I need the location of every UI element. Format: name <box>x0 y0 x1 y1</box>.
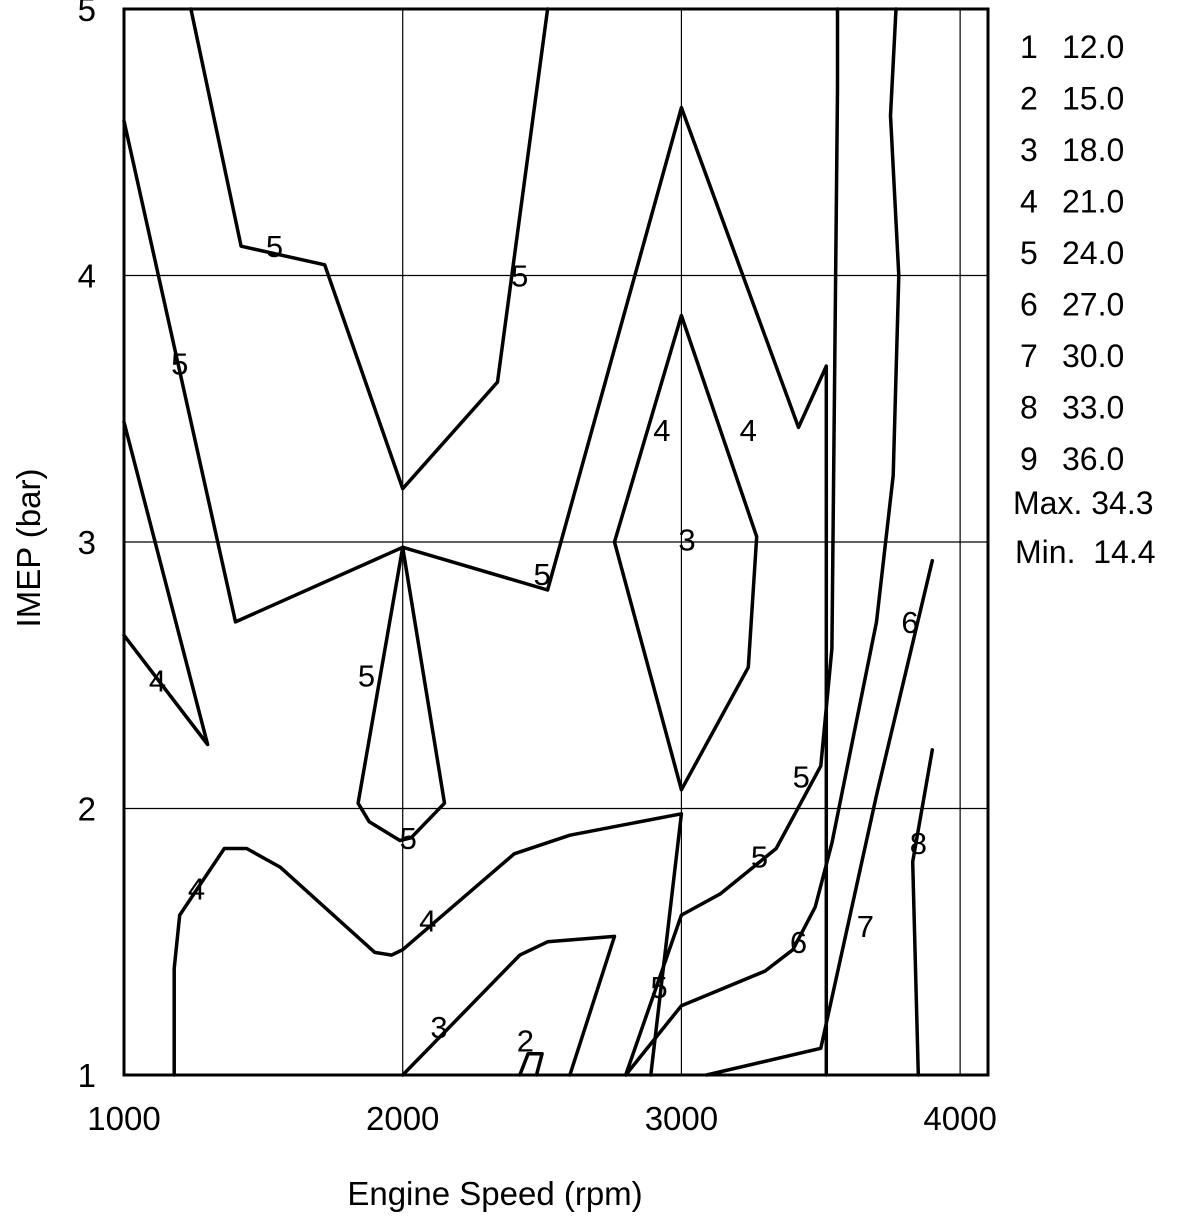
legend-level-value: 12.0 <box>1062 29 1124 65</box>
legend-level-id: 6 <box>1020 287 1038 323</box>
legend-level-id: 8 <box>1020 390 1038 426</box>
legend-level-id: 5 <box>1020 235 1038 271</box>
contour-label: 5 <box>266 229 283 264</box>
contour-line-level-3 <box>400 934 617 1077</box>
plot-frame <box>122 7 990 1077</box>
contour-label: 5 <box>400 821 417 856</box>
y-tick-label: 1 <box>78 1057 96 1094</box>
contour-label: 4 <box>149 664 166 699</box>
legend: 1 12.0 2 15.0 3 18.0 4 21.0 5 24.0 6 27.0 7 30.0 8 33.0… <box>1020 29 1124 477</box>
legend-level-value: 15.0 <box>1062 81 1124 117</box>
contour-label: 5 <box>171 346 188 381</box>
y-tick-label: 5 <box>78 0 96 28</box>
contour-label: 5 <box>650 970 667 1005</box>
contour-label: 5 <box>533 557 550 592</box>
contour-lines <box>122 7 935 1077</box>
contour-label: 8 <box>910 826 927 861</box>
contour-label: 5 <box>793 760 810 795</box>
legend-level-value: 18.0 <box>1062 132 1124 168</box>
y-tick-label: 3 <box>78 524 96 561</box>
contour-line-level-5 <box>356 545 447 843</box>
contour-line-level-2 <box>518 1051 544 1077</box>
contour-line-level-8 <box>910 748 935 1077</box>
y-axis-label: IMEP (bar) <box>10 469 47 628</box>
contour-label: 5 <box>751 839 768 874</box>
legend-level-value: 21.0 <box>1062 184 1124 220</box>
legend-level-value: 27.0 <box>1062 287 1124 323</box>
contour-line-level-5 <box>623 7 840 1077</box>
contour-line-level-4 <box>612 313 759 792</box>
contour-label: 6 <box>901 605 918 640</box>
contour-label: 6 <box>790 925 807 960</box>
legend-level-id: 9 <box>1020 441 1038 477</box>
contour-line-level-5 <box>189 7 550 491</box>
x-tick-label: 1000 <box>87 1100 160 1137</box>
x-tick-label: 3000 <box>645 1100 718 1137</box>
legend-level-id: 4 <box>1020 184 1038 220</box>
legend-level-id: 3 <box>1020 132 1038 168</box>
y-tick-labels: 1 2 3 4 5 <box>78 0 96 1094</box>
contour-labels: 5 5 5 4 4 3 5 6 5 4 5 5 8 5 4 4 6 7 5 3 2 <box>149 229 927 1058</box>
contour-label: 3 <box>430 1010 447 1045</box>
contour-line-level-7 <box>704 558 935 1077</box>
legend-level-value: 24.0 <box>1062 235 1124 271</box>
contour-label: 4 <box>740 413 757 448</box>
legend-level-id: 1 <box>1020 29 1038 65</box>
legend-level-value: 36.0 <box>1062 441 1124 477</box>
contour-label: 3 <box>678 522 695 557</box>
x-tick-labels: 1000 2000 3000 4000 <box>87 1100 997 1137</box>
y-tick-label: 4 <box>78 258 96 295</box>
x-axis-label: Engine Speed (rpm) <box>347 1175 642 1212</box>
contour-label: 2 <box>517 1023 534 1058</box>
contour-label: 4 <box>188 871 205 906</box>
contour-label: 5 <box>511 259 528 294</box>
legend-level-id: 7 <box>1020 338 1038 374</box>
legend-level-id: 2 <box>1020 81 1038 117</box>
contour-label: 4 <box>419 903 436 938</box>
legend-max-text: Max. 34.3 <box>1013 485 1154 521</box>
legend-min-text: Min. 14.4 <box>1015 534 1156 570</box>
contour-line-level-6 <box>623 7 901 1077</box>
x-tick-label: 4000 <box>923 1100 996 1137</box>
contour-line-level-5 <box>122 105 829 1077</box>
contour-line-level-4 <box>172 812 684 1077</box>
contour-line-level-4 <box>122 420 210 747</box>
contour-label: 7 <box>857 909 874 944</box>
x-tick-label: 2000 <box>366 1100 439 1137</box>
y-tick-label: 2 <box>78 791 96 828</box>
legend-level-value: 33.0 <box>1062 390 1124 426</box>
contour-label: 5 <box>358 658 375 693</box>
legend-level-value: 30.0 <box>1062 338 1124 374</box>
contour-label: 4 <box>653 413 670 448</box>
